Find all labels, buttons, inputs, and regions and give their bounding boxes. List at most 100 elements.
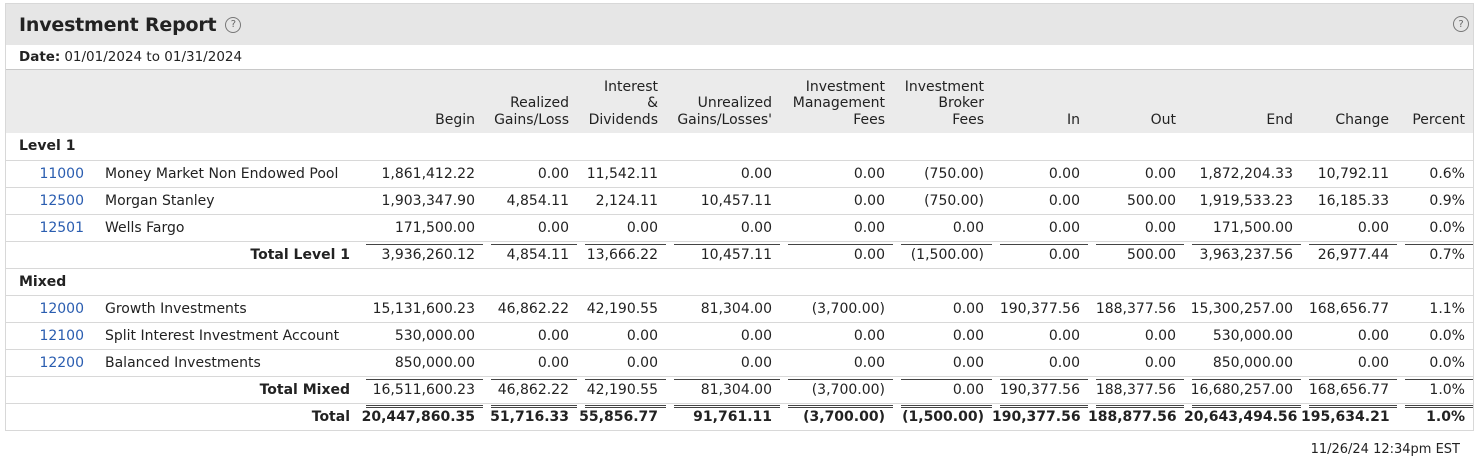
value-cell: 530,000.00 <box>1184 322 1301 350</box>
account-code-link[interactable]: 11000 <box>6 160 94 188</box>
value-cell: 1.0% <box>1397 403 1473 431</box>
value-cell: 1.1% <box>1397 295 1473 323</box>
account-name: Balanced Investments <box>94 349 358 377</box>
value-cell: 0.00 <box>893 349 992 377</box>
value-cell: 20,643,494.56 <box>1184 403 1301 431</box>
col-realized: Realized Gains/Loss <box>494 95 569 128</box>
value-cell: 0.0% <box>1397 322 1473 350</box>
subtotal-label: Total Level 1 <box>6 241 358 269</box>
value-cell: 46,862.22 <box>483 376 577 404</box>
col-mgmt-fees: Investment Management Fees <box>792 78 885 128</box>
group-name: Level 1 <box>6 133 1473 161</box>
subtotal-label: Total Mixed <box>6 376 358 404</box>
value-cell: 10,457.11 <box>666 241 780 269</box>
value-cell: 2,124.11 <box>577 187 666 215</box>
value-cell: 1.0% <box>1397 376 1473 404</box>
value-cell: 0.00 <box>1088 349 1184 377</box>
value-cell: 168,656.77 <box>1301 295 1397 323</box>
value-cell: 42,190.55 <box>577 376 666 404</box>
value-cell: 0.00 <box>992 349 1088 377</box>
value-cell: 0.00 <box>666 160 780 188</box>
value-cell: 11,542.11 <box>577 160 666 188</box>
value-cell: 15,300,257.00 <box>1184 295 1301 323</box>
value-cell: 0.00 <box>483 214 577 242</box>
value-cell: 1,919,533.23 <box>1184 187 1301 215</box>
value-cell: 15,131,600.23 <box>358 295 483 323</box>
value-cell: 0.00 <box>780 214 893 242</box>
value-cell: 188,877.56 <box>1088 403 1184 431</box>
value-cell: 0.00 <box>1301 322 1397 350</box>
value-cell: 81,304.00 <box>666 295 780 323</box>
title-help-icon[interactable]: ? <box>225 16 242 33</box>
account-name: Wells Fargo <box>94 214 358 242</box>
value-cell: 0.9% <box>1397 187 1473 215</box>
account-name: Money Market Non Endowed Pool <box>94 160 358 188</box>
col-percent: Percent <box>1412 111 1465 128</box>
col-interest: Interest & Dividends <box>588 78 658 128</box>
value-cell: 1,903,347.90 <box>358 187 483 215</box>
value-cell: 171,500.00 <box>1184 214 1301 242</box>
corner-help-icon[interactable]: ? <box>1453 16 1469 32</box>
page-title: Investment Report <box>19 13 217 36</box>
value-cell: 0.6% <box>1397 160 1473 188</box>
value-cell: 850,000.00 <box>358 349 483 377</box>
value-cell: 188,377.56 <box>1088 376 1184 404</box>
value-cell: 0.00 <box>992 241 1088 269</box>
account-code-link[interactable]: 12200 <box>6 349 94 377</box>
value-cell: 190,377.56 <box>992 403 1088 431</box>
value-cell: 81,304.00 <box>666 376 780 404</box>
value-cell: (3,700.00) <box>780 403 893 431</box>
account-name: Growth Investments <box>94 295 358 323</box>
value-cell: 0.00 <box>666 214 780 242</box>
value-cell: 3,963,237.56 <box>1184 241 1301 269</box>
value-cell: 0.00 <box>992 187 1088 215</box>
value-cell: 4,854.11 <box>483 187 577 215</box>
value-cell: (1,500.00) <box>893 241 992 269</box>
account-name: Split Interest Investment Account <box>94 322 358 350</box>
table-body: Level 1 11000 Money Market Non Endowed Poo… <box>6 133 1473 431</box>
value-cell: 0.00 <box>780 187 893 215</box>
col-begin: Begin <box>435 111 475 128</box>
value-cell: 55,856.77 <box>577 403 666 431</box>
account-code-link[interactable]: 12000 <box>6 295 94 323</box>
group-header-row: Mixed <box>6 268 1473 296</box>
value-cell: 16,185.33 <box>1301 187 1397 215</box>
value-cell: 0.00 <box>1088 160 1184 188</box>
table-row: 12000 Growth Investments 15,131,600.23 46,8… <box>6 295 1473 323</box>
account-code-link[interactable]: 12501 <box>6 214 94 242</box>
value-cell: (750.00) <box>893 187 992 215</box>
date-value: 01/01/2024 to 01/31/2024 <box>64 49 243 65</box>
value-cell: 0.00 <box>893 214 992 242</box>
value-cell: (750.00) <box>893 160 992 188</box>
value-cell: 46,862.22 <box>483 295 577 323</box>
value-cell: 0.00 <box>780 241 893 269</box>
account-code-link[interactable]: 12100 <box>6 322 94 350</box>
col-in: In <box>1066 111 1080 128</box>
value-cell: 16,511,600.23 <box>358 376 483 404</box>
investment-report-panel: Investment Report ? ? Date: 01/01/2024 t… <box>5 3 1474 431</box>
group-header-row: Level 1 <box>6 133 1473 161</box>
value-cell: 0.00 <box>483 322 577 350</box>
value-cell: 0.00 <box>893 376 992 404</box>
col-unrealized: Unrealized Gains/Losses' <box>677 95 772 128</box>
value-cell: 10,457.11 <box>666 187 780 215</box>
value-cell: 0.00 <box>577 322 666 350</box>
value-cell: 168,656.77 <box>1301 376 1397 404</box>
account-code-link[interactable]: 12500 <box>6 187 94 215</box>
col-end: End <box>1266 111 1293 128</box>
value-cell: 0.00 <box>483 160 577 188</box>
value-cell: 4,854.11 <box>483 241 577 269</box>
value-cell: 850,000.00 <box>1184 349 1301 377</box>
subtotal-row: Total Level 1 3,936,260.12 4,854.11 13,666.… <box>6 241 1473 269</box>
value-cell: (1,500.00) <box>893 403 992 431</box>
value-cell: 1,861,412.22 <box>358 160 483 188</box>
value-cell: 0.00 <box>992 160 1088 188</box>
value-cell: 190,377.56 <box>992 295 1088 323</box>
value-cell: (3,700.00) <box>780 376 893 404</box>
subtotal-row: Total Mixed 16,511,600.23 46,862.22 42,190.… <box>6 376 1473 404</box>
value-cell: 26,977.44 <box>1301 241 1397 269</box>
value-cell: 1,872,204.33 <box>1184 160 1301 188</box>
table-row: 12200 Balanced Investments 850,000.00 0.00 0… <box>6 349 1473 377</box>
value-cell: 0.00 <box>780 160 893 188</box>
value-cell: 0.00 <box>483 349 577 377</box>
